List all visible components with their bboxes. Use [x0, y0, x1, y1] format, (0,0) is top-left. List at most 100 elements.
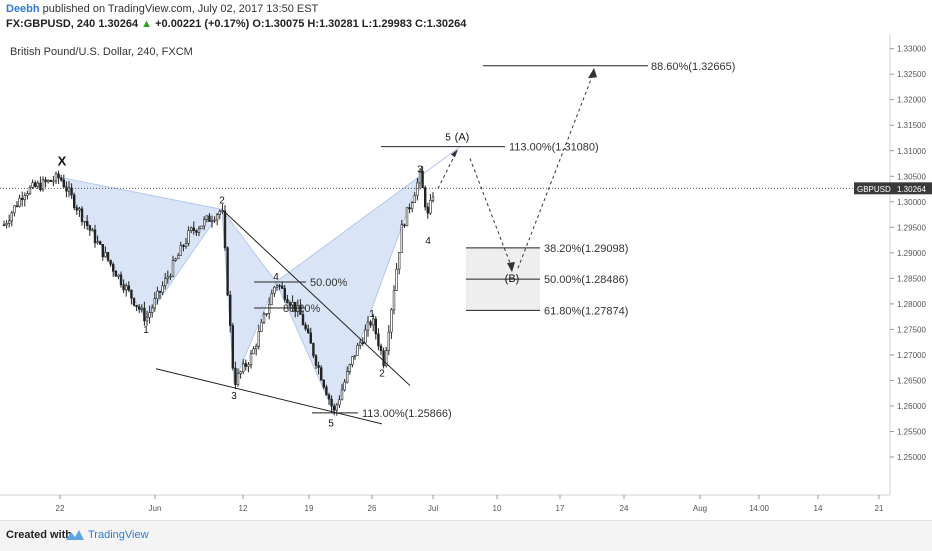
candle: [390, 308, 393, 339]
candle: [192, 221, 195, 235]
author-name[interactable]: Deebh: [6, 3, 40, 15]
candle: [374, 316, 377, 340]
chart-title: British Pound/U.S. Dollar, 240, FXCM: [10, 46, 193, 58]
candle: [174, 257, 177, 262]
candle: [397, 252, 401, 275]
candle: [343, 379, 346, 392]
projection-arrow: [517, 71, 595, 269]
candle: [351, 356, 354, 368]
arrow-head-icon: [451, 149, 458, 158]
candle: [244, 359, 247, 371]
candle: [127, 281, 131, 292]
wave-label: 4: [273, 272, 279, 283]
candle: [52, 176, 55, 187]
candle: [101, 244, 105, 261]
candle: [301, 310, 305, 326]
candle: [413, 192, 416, 203]
candle: [405, 207, 409, 227]
candle: [408, 203, 411, 214]
candle: [260, 319, 263, 333]
symbol-info: FX:GBPUSD, 240 1.30264 ▲ +0.00221 (+0.17…: [6, 18, 466, 30]
candle: [49, 179, 53, 182]
candle: [83, 220, 86, 229]
candle: [2, 220, 6, 227]
publish-info: Deebh published on TradingView.com, July…: [6, 3, 318, 15]
candle: [382, 347, 385, 369]
candle: [46, 179, 50, 184]
x-tick-label: Jul: [428, 504, 438, 513]
candle: [138, 304, 141, 314]
projection-arrow: [469, 158, 513, 269]
candle: [91, 228, 94, 232]
candle: [171, 255, 175, 278]
y-tick-label: 1.31000: [897, 147, 926, 156]
candle: [247, 361, 250, 373]
fib-level-label: 88.60%(1.32665): [651, 61, 735, 73]
y-tick-label: 1.25000: [897, 453, 926, 462]
candle: [28, 185, 32, 195]
candle: [319, 365, 323, 381]
candle: [182, 244, 185, 252]
candle: [59, 174, 63, 182]
y-tick-label: 1.29500: [897, 223, 926, 232]
candle: [80, 206, 84, 226]
candle: [114, 270, 118, 277]
candle: [356, 342, 359, 356]
candle: [140, 304, 143, 313]
candle: [416, 177, 419, 201]
candle: [348, 363, 351, 375]
candle: [187, 226, 190, 247]
chart-header: Deebh published on TradingView.com, July…: [0, 0, 932, 34]
price-chart[interactable]: British Pound/U.S. Dollar, 240, FXCM 88.…: [0, 34, 932, 520]
candle: [325, 384, 328, 396]
candle: [161, 281, 164, 296]
candle: [317, 361, 320, 375]
candle: [213, 216, 216, 223]
ohlc-values: O:1.30075 H:1.30281 L:1.29983 C:1.30264: [252, 18, 467, 30]
candle: [119, 271, 123, 288]
candle: [403, 223, 406, 229]
tradingview-brand[interactable]: TradingView: [88, 529, 149, 541]
x-tick-label: Aug: [693, 504, 707, 513]
arrow-head-icon: [507, 262, 515, 273]
candle: [249, 349, 253, 369]
candle: [13, 205, 16, 217]
candle: [39, 176, 42, 192]
x-tick-label: 17: [556, 504, 565, 513]
candle: [156, 286, 159, 305]
candle: [221, 204, 224, 214]
candle: [15, 200, 19, 208]
symbol-label: FX:GBPUSD, 240: [6, 18, 96, 30]
candle: [96, 235, 99, 245]
candle: [184, 238, 188, 249]
candle: [286, 294, 289, 304]
candle: [132, 297, 136, 307]
price-change: +0.00221 (+0.17%): [155, 18, 250, 30]
wave-label: 5: [445, 133, 451, 144]
candle: [377, 328, 380, 351]
candle: [205, 215, 208, 223]
wave-label: X: [58, 153, 67, 168]
trendline[interactable]: [221, 209, 411, 386]
candle: [252, 346, 255, 355]
candle: [210, 215, 214, 228]
publish-text: published on TradingView.com, July 02, 2…: [39, 3, 319, 15]
candle: [229, 290, 232, 333]
candle: [231, 323, 234, 371]
candle: [293, 301, 297, 318]
candle: [314, 353, 318, 369]
candle: [166, 270, 169, 284]
candle: [18, 194, 21, 208]
candle: [335, 403, 338, 416]
y-tick-label: 1.32000: [897, 96, 926, 105]
candle: [179, 241, 182, 256]
candle: [366, 316, 370, 337]
trendline[interactable]: [155, 368, 383, 425]
created-with-text: Created with: [6, 529, 73, 541]
candle: [197, 225, 201, 237]
price-tag-symbol: GBPUSD: [857, 185, 891, 194]
y-tick-label: 1.28500: [897, 274, 926, 283]
candle: [216, 212, 219, 226]
price-tag-value: 1.30264: [897, 185, 926, 194]
candle: [104, 246, 107, 258]
